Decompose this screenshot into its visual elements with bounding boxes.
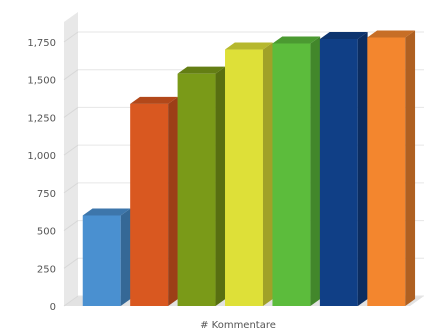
- y-tick-label: 1,250: [27, 113, 56, 124]
- y-tick-label: 250: [37, 264, 56, 275]
- bars: [82, 30, 416, 307]
- grid-line-side: [63, 220, 79, 231]
- bar-front: [272, 43, 311, 306]
- bar-front: [319, 38, 358, 307]
- bar: [225, 42, 273, 307]
- bar-side: [310, 36, 321, 306]
- bar-side: [215, 66, 226, 307]
- bar-top: [367, 30, 416, 38]
- bar: [272, 36, 321, 306]
- bar-top: [82, 208, 131, 216]
- bar: [130, 96, 178, 306]
- bar: [177, 66, 226, 307]
- bar-top: [225, 42, 273, 50]
- bar-side: [168, 96, 178, 306]
- x-axis-label: # Kommentare: [200, 320, 276, 331]
- y-tick-label: 0: [50, 302, 56, 313]
- bar-side: [262, 42, 273, 307]
- grid-line-side: [63, 182, 79, 194]
- y-tick-label: 1,750: [27, 38, 56, 49]
- left-wall: [64, 12, 78, 306]
- bar-front: [367, 37, 406, 307]
- bar-top: [130, 96, 178, 104]
- bar-front: [130, 103, 169, 306]
- y-axis-tick-labels: 0 250 500 750 1,000 1,250 1,500 1,750: [27, 38, 56, 313]
- grid-line-side: [63, 295, 79, 307]
- bar: [319, 31, 368, 307]
- grid-line-side: [63, 107, 79, 118]
- bar-front: [225, 49, 263, 307]
- bar-front: [177, 73, 216, 307]
- bar-top: [177, 66, 226, 74]
- bar-front: [82, 215, 121, 306]
- grid-line-side: [63, 144, 79, 156]
- bar-side: [405, 30, 416, 307]
- y-tick-label: 750: [37, 189, 56, 200]
- y-tick-label: 500: [37, 227, 56, 238]
- bar-top: [272, 36, 321, 44]
- bar: [367, 30, 416, 307]
- bar-side: [357, 31, 368, 307]
- bar-side: [120, 208, 131, 306]
- grid-line-side: [63, 31, 79, 43]
- y-tick-label: 1,000: [27, 151, 56, 162]
- grid-line-side: [63, 257, 79, 269]
- bar: [82, 208, 131, 306]
- bar-top: [319, 31, 368, 39]
- y-tick-label: 1,500: [27, 76, 56, 87]
- grid-line-side: [63, 69, 79, 81]
